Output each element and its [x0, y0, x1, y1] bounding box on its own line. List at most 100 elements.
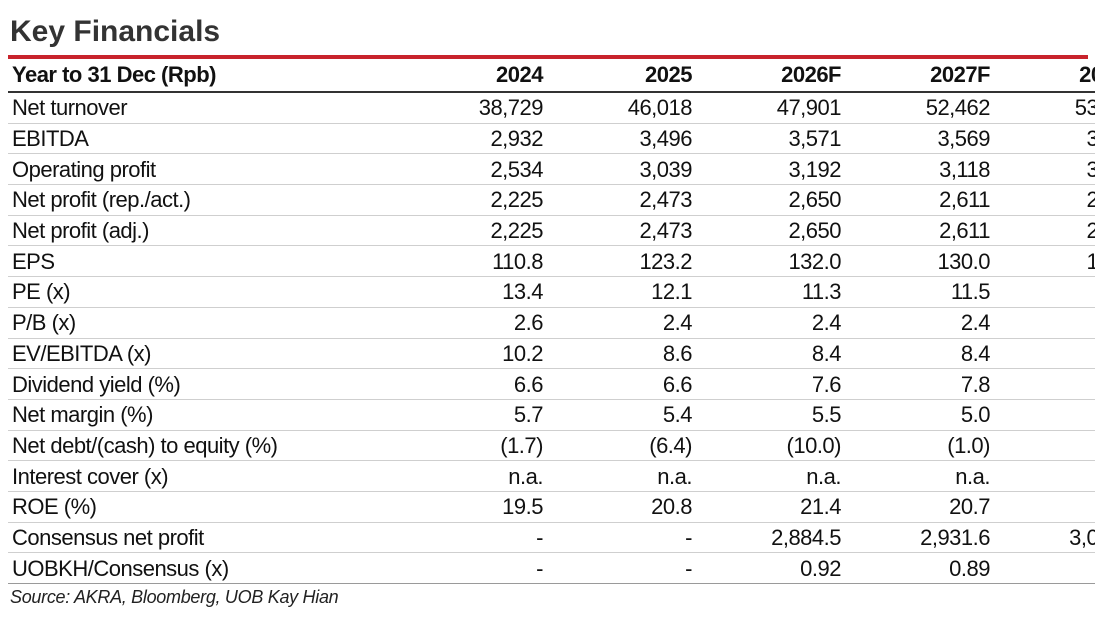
row-value-cell: 21.0: [994, 491, 1095, 523]
row-value-cell: 2.6: [398, 307, 547, 339]
column-header-year: 2026F: [696, 59, 845, 93]
row-value-cell: 2,611: [845, 215, 994, 247]
row-value-cell: -: [547, 522, 696, 554]
row-label: Dividend yield (%): [8, 368, 398, 400]
row-value-cell: -: [547, 552, 696, 584]
row-value-cell: 19.0: [994, 430, 1095, 462]
row-value-cell: (6.4): [547, 430, 696, 462]
row-value-cell: 8.0: [994, 338, 1095, 370]
row-value-cell: 5.0: [845, 399, 994, 431]
row-value-cell: 132.0: [696, 245, 845, 278]
row-value-cell: (10.0): [696, 430, 845, 462]
row-value-cell: 2,611: [845, 184, 994, 216]
row-value-cell: 20.8: [547, 491, 696, 523]
row-value-cell: n.a.: [696, 460, 845, 492]
row-value-cell: 5.1: [994, 399, 1095, 431]
row-value-cell: 8.4: [696, 338, 845, 370]
row-value-cell: 10.2: [398, 338, 547, 370]
row-label: UOBKH/Consensus (x): [8, 552, 398, 584]
row-label: Operating profit: [8, 153, 398, 186]
row-label: EV/EBITDA (x): [8, 338, 398, 370]
row-value-cell: 13.4: [398, 276, 547, 308]
row-value-cell: 2.4: [845, 307, 994, 339]
row-value-cell: 2,225: [398, 215, 547, 247]
table-body: Net turnover38,72946,01847,90152,46253,0…: [8, 92, 1095, 584]
row-value-cell: 2,691: [994, 184, 1095, 216]
row-value-cell: 7.6: [696, 368, 845, 400]
row-value-cell: 53,040: [994, 92, 1095, 124]
row-label: Interest cover (x): [8, 460, 398, 492]
row-value-cell: 2,691: [994, 215, 1095, 247]
row-value-cell: 11.3: [696, 276, 845, 308]
column-header-year: 2024: [398, 59, 547, 93]
row-value-cell: 5.4: [547, 399, 696, 431]
row-value-cell: 134.1: [994, 245, 1095, 278]
source-note: Source: AKRA, Bloomberg, UOB Kay Hian: [10, 587, 339, 607]
row-value-cell: 21.4: [696, 491, 845, 523]
table-row: P/B (x)2.62.42.42.42.3: [8, 307, 1095, 339]
row-value-cell: (1.0): [845, 430, 994, 462]
table-row: PE (x)13.412.111.311.511.1: [8, 276, 1095, 308]
row-label: Net debt/(cash) to equity (%): [8, 430, 398, 462]
row-value-cell: 2,473: [547, 215, 696, 247]
financials-table: Year to 31 Dec (Rpb) 2024 2025 2026F 202…: [8, 59, 1095, 584]
row-label: PE (x): [8, 276, 398, 308]
row-value-cell: 2.4: [547, 307, 696, 339]
row-value-cell: n.a.: [994, 460, 1095, 492]
row-value-cell: 38,729: [398, 92, 547, 124]
row-value-cell: 52,462: [845, 92, 994, 124]
row-value-cell: 2,932: [398, 123, 547, 155]
row-value-cell: (1.7): [398, 430, 547, 462]
row-value-cell: 130.0: [845, 245, 994, 278]
row-value-cell: 2,884.5: [696, 522, 845, 554]
row-label: Net margin (%): [8, 399, 398, 431]
row-value-cell: 2.3: [994, 307, 1095, 339]
row-value-cell: 8.4: [845, 338, 994, 370]
column-header-label: Year to 31 Dec (Rpb): [8, 59, 398, 93]
row-value-cell: n.a.: [845, 460, 994, 492]
row-value-cell: 3,099.3: [994, 522, 1095, 554]
row-value-cell: 11.5: [845, 276, 994, 308]
table-row: EV/EBITDA (x)10.28.68.48.48.0: [8, 338, 1095, 370]
row-value-cell: 19.5: [398, 491, 547, 523]
row-value-cell: 3,740: [994, 123, 1095, 155]
row-value-cell: 3,039: [547, 153, 696, 186]
table-row: Net turnover38,72946,01847,90152,46253,0…: [8, 92, 1095, 124]
row-value-cell: 5.7: [398, 399, 547, 431]
row-value-cell: 2,650: [696, 215, 845, 247]
row-value-cell: 2,225: [398, 184, 547, 216]
table-row: Net margin (%)5.75.45.55.05.1: [8, 399, 1095, 431]
row-label: EBITDA: [8, 123, 398, 155]
row-value-cell: 11.1: [994, 276, 1095, 308]
row-value-cell: 3,275: [994, 153, 1095, 186]
key-financials-panel: Key Financials Year to 31 Dec (Rpb) 2024…: [8, 10, 1095, 608]
row-value-cell: 3,569: [845, 123, 994, 155]
row-value-cell: 0.87: [994, 552, 1095, 584]
column-header-year: 2027F: [845, 59, 994, 93]
row-value-cell: 2,650: [696, 184, 845, 216]
row-value-cell: 46,018: [547, 92, 696, 124]
table-row: Net debt/(cash) to equity (%) (1.7) (6.4)(…: [8, 430, 1095, 462]
row-value-cell: 5.5: [696, 399, 845, 431]
row-value-cell: 3,118: [845, 153, 994, 186]
row-value-cell: 7.9: [994, 368, 1095, 400]
row-label: Consensus net profit: [8, 522, 398, 554]
row-value-cell: 7.8: [845, 368, 994, 400]
column-header-year: 2028F: [994, 59, 1095, 93]
row-value-cell: 2.4: [696, 307, 845, 339]
row-label: ROE (%): [8, 491, 398, 523]
row-value-cell: -: [398, 522, 547, 554]
table-row: Net profit (rep./act.) 2,225 2,473 2,650 2,6…: [8, 184, 1095, 216]
row-value-cell: n.a.: [398, 460, 547, 492]
row-label: EPS: [8, 245, 398, 278]
column-header-year: 2025: [547, 59, 696, 93]
row-value-cell: 0.89: [845, 552, 994, 584]
table-header-row: Year to 31 Dec (Rpb) 2024 2025 2026F 202…: [8, 59, 1095, 93]
table-row: ROE (%)19.520.821.420.721.0: [8, 491, 1095, 523]
row-value-cell: 110.8: [398, 245, 547, 278]
table-row: Interest cover (x)n.a.n.a.n.a.n.a.n.a.: [8, 460, 1095, 492]
row-label: P/B (x): [8, 307, 398, 339]
page-title: Key Financials: [10, 15, 221, 48]
table-row: Operating profit2,5343,0393,1923,1183,27…: [8, 153, 1095, 186]
